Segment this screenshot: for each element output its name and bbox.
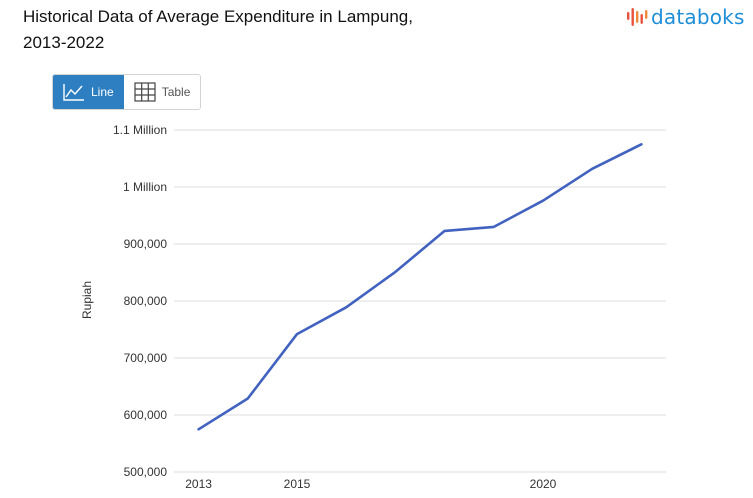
table-view-button[interactable]: Table — [123, 75, 201, 109]
x-axis-ticks: 2013 2015 2020 — [185, 477, 556, 491]
chart-title-line-2: 2013-2022 — [23, 33, 105, 52]
line-view-button[interactable]: Line — [53, 75, 124, 109]
data-point-2019[interactable] — [487, 220, 501, 234]
series-line — [197, 143, 643, 431]
chart-series — [192, 137, 648, 436]
data-point-2020[interactable] — [536, 194, 550, 208]
databoks-logo: databoks — [626, 4, 745, 30]
y-axis-label: Rupiah — [80, 281, 94, 319]
y-tick-label: 800,000 — [124, 294, 168, 308]
y-tick-label: 900,000 — [124, 237, 168, 251]
x-tick-label: 2015 — [284, 477, 311, 491]
chart-gridlines — [174, 129, 666, 473]
y-tick-label: 700,000 — [124, 351, 168, 365]
y-tick-label: 600,000 — [124, 408, 168, 422]
x-tick-label: 2013 — [185, 477, 212, 491]
line-view-label: Line — [91, 85, 114, 99]
x-tick-label: 2020 — [530, 477, 557, 491]
y-tick-label: 1 Million — [123, 180, 167, 194]
chart-title-line-1: Historical Data of Average Expenditure i… — [23, 7, 413, 26]
y-tick-label: 1.1 Million — [113, 123, 167, 137]
data-point-2018[interactable] — [438, 224, 452, 238]
databoks-logo-text: databoks — [651, 5, 745, 29]
line-chart-icon — [63, 84, 84, 101]
data-point-2014[interactable] — [241, 391, 255, 405]
view-toggle: Line Table — [52, 74, 202, 110]
chart-title: Historical Data of Average Expenditure i… — [23, 4, 583, 56]
data-point-2016[interactable] — [339, 300, 353, 314]
y-tick-label: 500,000 — [124, 465, 168, 479]
data-point-2015[interactable] — [290, 327, 304, 341]
databoks-logo-icon — [627, 8, 648, 26]
table-grid-icon — [134, 82, 156, 102]
data-point-2021[interactable] — [585, 162, 599, 176]
y-axis-ticks: 500,000 600,000 700,000 800,000 900,000 1 Mil… — [113, 123, 167, 479]
data-point-2022[interactable] — [634, 137, 648, 151]
data-point-2017[interactable] — [388, 265, 402, 279]
table-view-label: Table — [161, 85, 191, 99]
data-point-2013[interactable] — [192, 422, 206, 436]
